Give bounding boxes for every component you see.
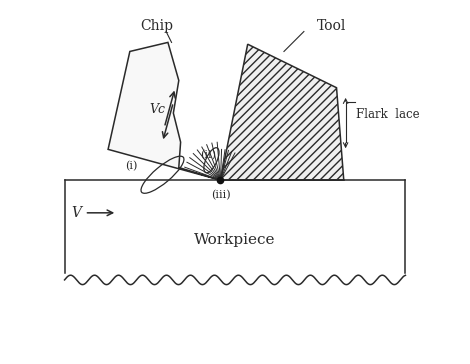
Text: (i): (i) [125,161,138,171]
Text: Chip: Chip [141,19,173,33]
Polygon shape [108,42,220,180]
Polygon shape [220,44,344,180]
Text: (ii): (ii) [200,150,216,160]
Text: (iii): (iii) [211,190,230,201]
Text: Workpiece: Workpiece [194,233,276,247]
Text: Vc: Vc [149,103,165,116]
Text: Tool: Tool [316,19,346,33]
Polygon shape [64,180,406,280]
Text: Flark  lace: Flark lace [356,108,420,122]
Text: V: V [71,206,81,220]
